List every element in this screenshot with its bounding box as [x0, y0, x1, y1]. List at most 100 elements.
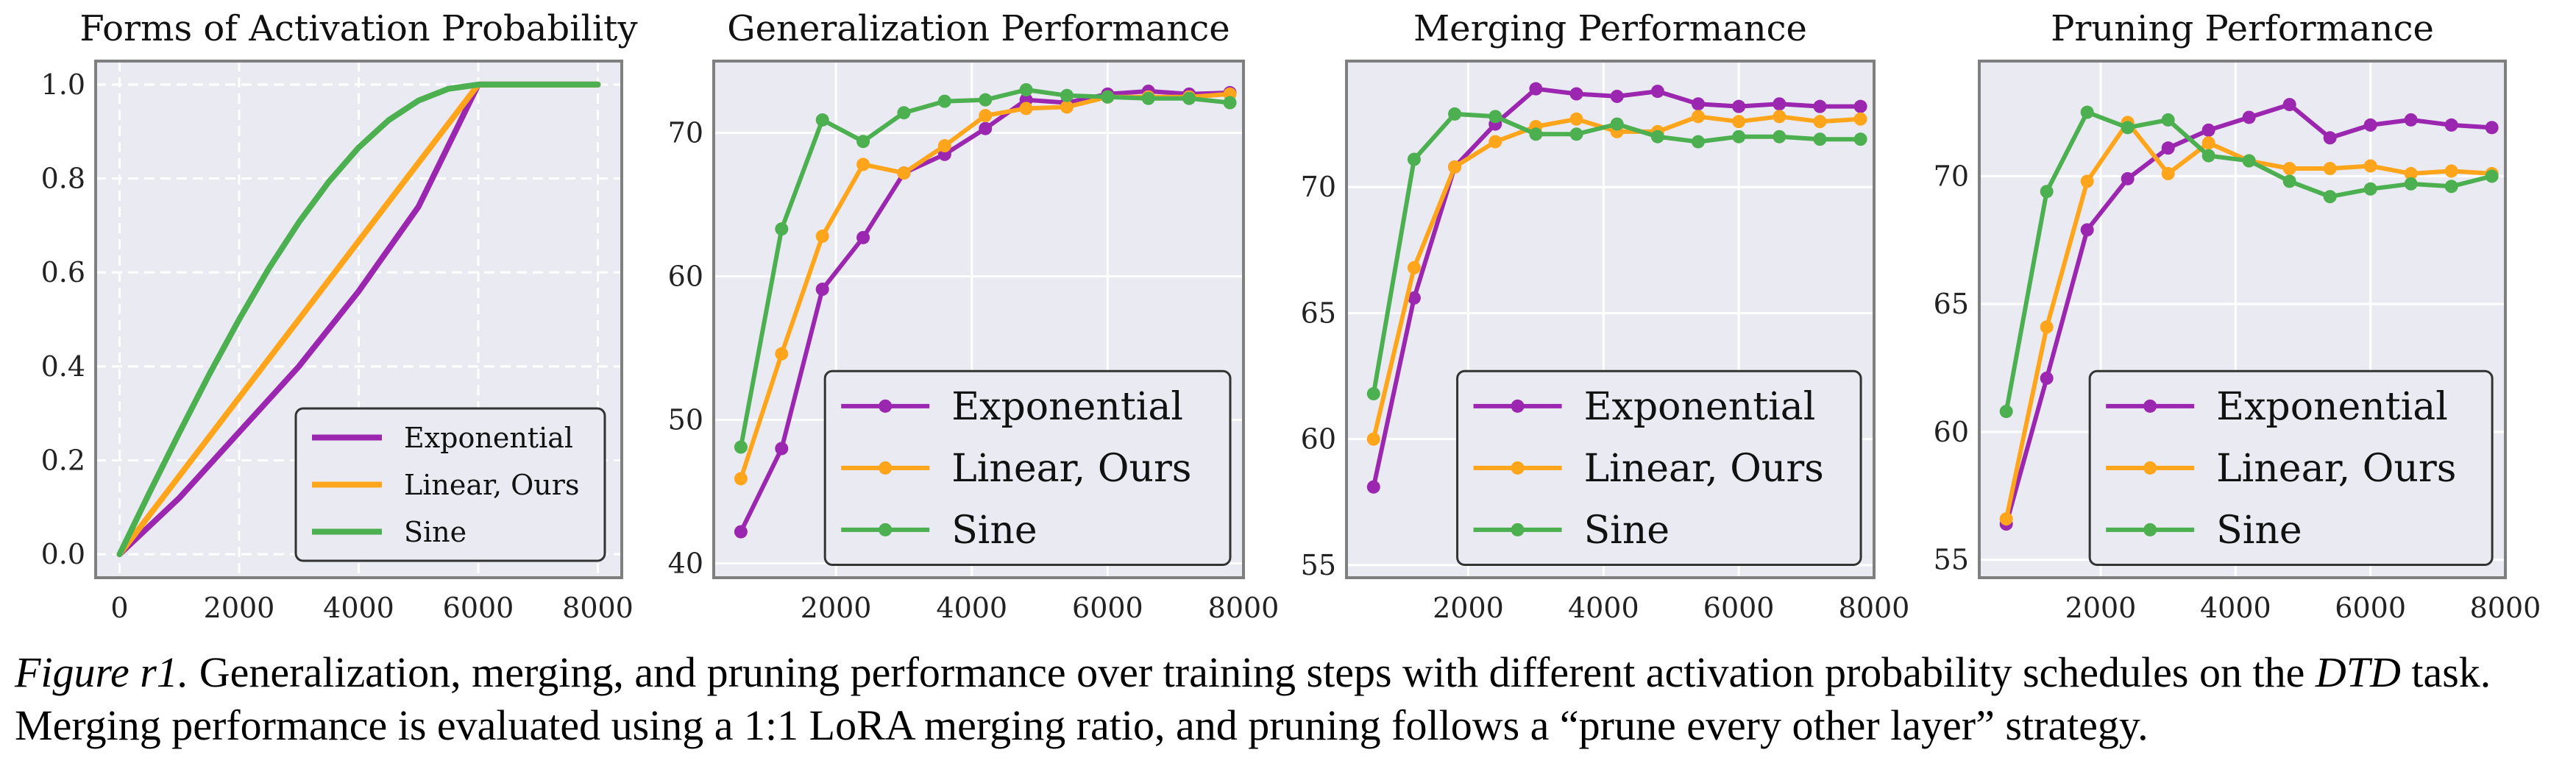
x-tick-label: 8000 — [562, 592, 634, 618]
data-point-exponential — [2161, 141, 2175, 155]
x-tick-label: 2000 — [2065, 592, 2137, 618]
data-point-sine — [2282, 174, 2296, 188]
data-point-linear-ours — [1448, 160, 1462, 174]
x-tick-label: 4000 — [2200, 592, 2271, 618]
data-point-sine — [1101, 90, 1115, 104]
data-point-exponential — [2040, 371, 2054, 385]
legend-label-sine: Sine — [2216, 509, 2302, 553]
data-point-sine — [2161, 113, 2175, 127]
legend-label-sine: Sine — [404, 516, 466, 548]
data-point-linear-ours — [1407, 261, 1421, 275]
y-tick-label: 0.2 — [41, 444, 85, 476]
data-point-sine — [1853, 132, 1867, 146]
y-tick-label: 55 — [1934, 544, 1969, 576]
legend-label-exponential: Exponential — [404, 422, 573, 454]
data-point-linear-ours — [1366, 432, 1380, 446]
legend: Exponential Linear, Ours Sine — [823, 369, 1232, 566]
data-point-sine — [2444, 180, 2458, 194]
data-point-sine — [2121, 121, 2135, 135]
plot-frame — [1345, 60, 1876, 579]
legend: Exponential Linear, Ours Sine — [2088, 369, 2494, 566]
data-point-sine — [734, 440, 748, 454]
chart-panel-4: Pruning Performance 2000 4000 6000 8000 55 60 6… — [1934, 8, 2541, 618]
data-point-exponential — [775, 442, 789, 456]
legend-label-exponential: Exponential — [1584, 385, 1816, 429]
data-point-exponential — [2282, 98, 2296, 112]
data-point-exponential — [856, 230, 870, 244]
data-point-exponential — [979, 121, 993, 135]
chart-panel-3: Merging Performance 2000 4000 6000 8000 55 60 6… — [1301, 8, 1910, 618]
series-line-sine — [116, 81, 601, 558]
x-tick-label: 6000 — [443, 592, 514, 618]
y-tick-label: 1.0 — [41, 68, 85, 101]
caption-text-1: Generalization, merging, and pruning per… — [188, 648, 2316, 696]
y-tick-label: 60 — [1934, 416, 1969, 448]
data-point-sine — [1407, 152, 1421, 166]
legend-label-sine: Sine — [1584, 509, 1670, 553]
data-point-exponential — [2121, 171, 2135, 185]
data-point-linear-ours — [1489, 135, 1502, 149]
data-point-exponential — [1569, 87, 1583, 101]
data-point-exponential — [1773, 97, 1786, 111]
y-tick-label: 0.8 — [41, 163, 85, 195]
legend-box — [1456, 369, 1862, 566]
data-point-sine — [1610, 117, 1624, 131]
legend-label-linear-ours: Linear, Ours — [2216, 447, 2456, 491]
caption-task: DTD — [2315, 648, 2401, 696]
caption-label: Figure r1. — [15, 648, 189, 696]
data-point-linear-ours — [815, 229, 829, 243]
data-point-sine — [1650, 130, 1664, 144]
legend-box — [2088, 369, 2494, 566]
legend-label-linear-ours: Linear, Ours — [951, 447, 1191, 491]
data-point-sine — [856, 135, 870, 149]
y-tick-label: 55 — [1301, 549, 1336, 581]
y-tick-label: 60 — [668, 261, 703, 293]
data-point-sine — [937, 94, 951, 108]
data-point-sine — [979, 93, 993, 107]
data-point-linear-ours — [856, 157, 870, 171]
y-tick-label: 70 — [1301, 171, 1336, 203]
caption-text-2: task. Merging performance is evaluated u… — [15, 648, 2491, 749]
data-point-linear-ours — [1773, 110, 1786, 124]
data-point-linear-ours — [1853, 112, 1867, 126]
y-tick-label: 60 — [1301, 423, 1336, 456]
x-tick-label: 0 — [110, 592, 128, 618]
data-point-linear-ours — [2404, 166, 2418, 180]
chart-title: Generalization Performance — [727, 8, 1230, 49]
y-tick-label: 40 — [668, 548, 703, 580]
data-point-sine — [1448, 107, 1462, 121]
data-point-linear-ours — [2040, 320, 2054, 334]
data-point-exponential — [1529, 82, 1543, 96]
data-point-sine — [897, 106, 911, 120]
data-point-exponential — [2201, 123, 2215, 137]
x-tick-label: 6000 — [1072, 592, 1143, 618]
x-tick-label: 4000 — [323, 592, 394, 618]
x-tick-label: 2000 — [1433, 592, 1504, 618]
legend-marker-exponential — [1511, 399, 1525, 413]
x-tick-label: 6000 — [1703, 592, 1775, 618]
data-point-sine — [2363, 182, 2377, 196]
data-point-sine — [1569, 127, 1583, 141]
y-tick-label: 70 — [668, 117, 703, 149]
chart-title: Forms of Activation Probability — [79, 8, 637, 49]
x-tick-label: 8000 — [1839, 592, 1910, 618]
data-point-linear-ours — [1569, 112, 1583, 126]
y-tick-label: 0.4 — [41, 350, 85, 383]
data-point-sine — [1182, 91, 1196, 105]
y-tick-label: 65 — [1301, 297, 1336, 329]
x-tick-label: 8000 — [1208, 592, 1280, 618]
data-point-sine — [2404, 177, 2418, 191]
data-point-sine — [1813, 132, 1827, 146]
data-point-sine — [2040, 185, 2054, 199]
x-tick-label: 8000 — [2470, 592, 2541, 618]
legend-marker-sine — [2143, 523, 2157, 536]
x-tick-label: 4000 — [1568, 592, 1639, 618]
legend-label-sine: Sine — [951, 509, 1037, 553]
x-tick-label: 2000 — [204, 592, 275, 618]
legend-marker-linear-ours — [2143, 461, 2157, 475]
chart-panel-2: Generalization Performance 2000 4000 6000 80… — [668, 8, 1280, 618]
data-point-linear-ours — [1019, 102, 1033, 116]
plot-frame — [712, 60, 1245, 579]
legend-marker-exponential — [879, 399, 893, 413]
data-point-linear-ours — [2161, 166, 2175, 180]
